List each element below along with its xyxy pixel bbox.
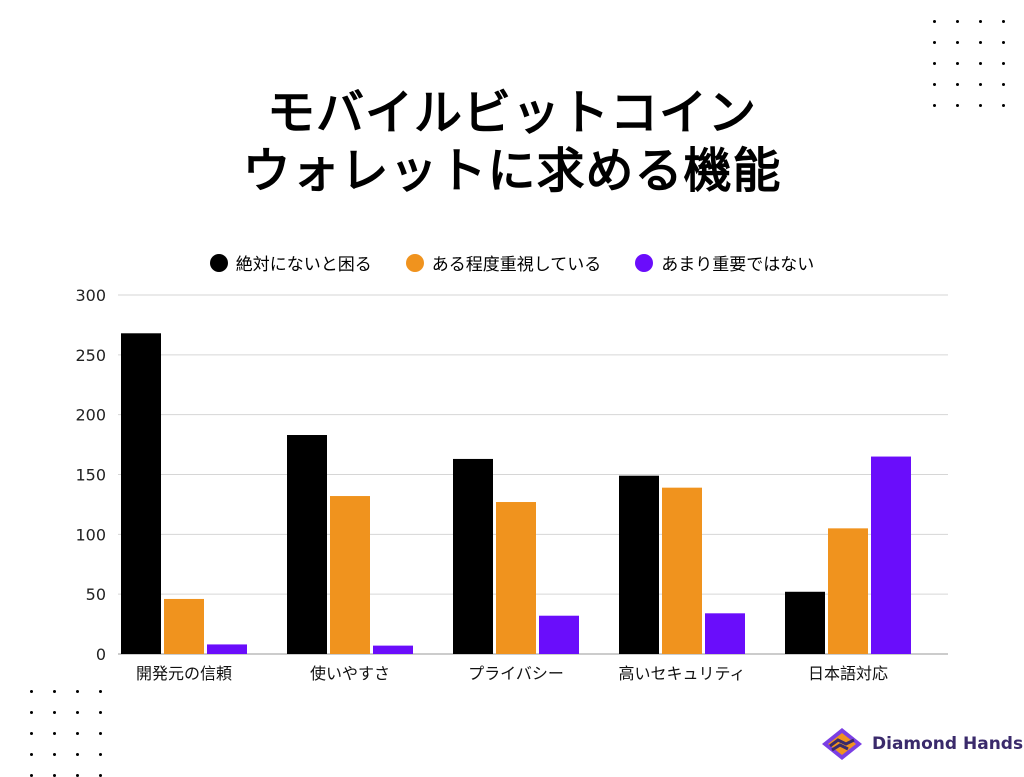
legend-label-not-important: あまり重要ではない bbox=[661, 255, 815, 275]
decorative-dot bbox=[979, 41, 982, 44]
brand-logo: Diamond Hands bbox=[820, 726, 1023, 762]
bar bbox=[539, 615, 579, 654]
decorative-dot bbox=[99, 690, 102, 693]
decorative-dot bbox=[1002, 20, 1005, 23]
brand-name: Diamond Hands bbox=[872, 734, 1024, 754]
x-tick-label: 使いやすさ bbox=[310, 664, 390, 683]
y-tick-label: 50 bbox=[86, 585, 106, 604]
decorative-dot bbox=[1002, 104, 1005, 107]
decorative-dot bbox=[99, 753, 102, 756]
x-tick-label: 開発元の信頼 bbox=[136, 664, 232, 683]
decorative-dot bbox=[99, 732, 102, 735]
decorative-dot bbox=[933, 104, 936, 107]
legend-swatch-somewhat-important bbox=[405, 253, 424, 272]
x-tick-label: 日本語対応 bbox=[808, 664, 888, 683]
bar bbox=[662, 487, 702, 654]
title-line-1: モバイルビットコイン bbox=[266, 85, 757, 141]
decorative-dot bbox=[933, 41, 936, 44]
decorative-dot bbox=[956, 20, 959, 23]
bar bbox=[287, 435, 327, 654]
decorative-dot bbox=[933, 83, 936, 86]
decorative-dot bbox=[956, 104, 959, 107]
decorative-dot bbox=[76, 732, 79, 735]
decorative-dot bbox=[53, 690, 56, 693]
legend-swatch-not-important bbox=[635, 253, 654, 272]
y-tick-label: 100 bbox=[75, 525, 106, 544]
decorative-dot bbox=[53, 753, 56, 756]
decorative-dot bbox=[1002, 41, 1005, 44]
decorative-dot bbox=[979, 83, 982, 86]
decorative-dot bbox=[53, 711, 56, 714]
bar bbox=[828, 528, 868, 654]
legend-item-somewhat-important: ある程度重視している bbox=[405, 250, 602, 275]
decorative-dot bbox=[979, 20, 982, 23]
legend-item-not-important: あまり重要ではない bbox=[635, 250, 814, 275]
chart-title: モバイルビットコイン ウォレットに求める機能 bbox=[0, 84, 1024, 200]
decorative-dot bbox=[979, 104, 982, 107]
x-tick-label: プライバシー bbox=[468, 664, 564, 683]
decorative-dot bbox=[76, 690, 79, 693]
decorative-dot bbox=[933, 20, 936, 23]
decorative-dots-top-right bbox=[933, 20, 1005, 107]
decorative-dot bbox=[979, 62, 982, 65]
x-tick-label: 高いセキュリティ bbox=[618, 664, 745, 683]
y-tick-label: 300 bbox=[75, 286, 106, 305]
y-tick-label: 250 bbox=[75, 346, 106, 365]
bar bbox=[121, 333, 161, 654]
y-tick-label: 0 bbox=[96, 645, 106, 664]
legend: 絶対にないと困る ある程度重視している あまり重要ではない bbox=[0, 250, 1024, 275]
legend-label-somewhat-important: ある程度重視している bbox=[431, 255, 602, 275]
bar bbox=[207, 644, 247, 654]
bar bbox=[705, 613, 745, 654]
title-line-2: ウォレットに求める機能 bbox=[242, 143, 782, 199]
decorative-dot bbox=[933, 62, 936, 65]
decorative-dot bbox=[1002, 62, 1005, 65]
decorative-dot bbox=[956, 62, 959, 65]
decorative-dot bbox=[30, 711, 33, 714]
diamond-hands-icon bbox=[822, 728, 862, 760]
bar bbox=[871, 456, 911, 654]
decorative-dot bbox=[30, 753, 33, 756]
decorative-dot bbox=[99, 711, 102, 714]
decorative-dot bbox=[956, 83, 959, 86]
decorative-dot bbox=[1002, 83, 1005, 86]
y-tick-label: 150 bbox=[75, 466, 106, 485]
decorative-dot bbox=[30, 690, 33, 693]
bar bbox=[453, 458, 493, 654]
decorative-dot bbox=[30, 732, 33, 735]
bar bbox=[496, 502, 536, 654]
bar bbox=[373, 645, 413, 654]
decorative-dot bbox=[76, 711, 79, 714]
decorative-dot bbox=[956, 41, 959, 44]
legend-label-must-have: 絶対にないと困る bbox=[235, 255, 372, 275]
bar bbox=[619, 475, 659, 654]
legend-item-must-have: 絶対にないと困る bbox=[209, 250, 372, 275]
decorative-dot bbox=[53, 732, 56, 735]
decorative-dots-bottom-left bbox=[30, 690, 102, 777]
bar bbox=[164, 598, 204, 654]
bar bbox=[330, 496, 370, 654]
y-tick-label: 200 bbox=[75, 406, 106, 425]
bar bbox=[785, 591, 825, 654]
decorative-dot bbox=[76, 753, 79, 756]
legend-swatch-must-have bbox=[209, 253, 228, 272]
